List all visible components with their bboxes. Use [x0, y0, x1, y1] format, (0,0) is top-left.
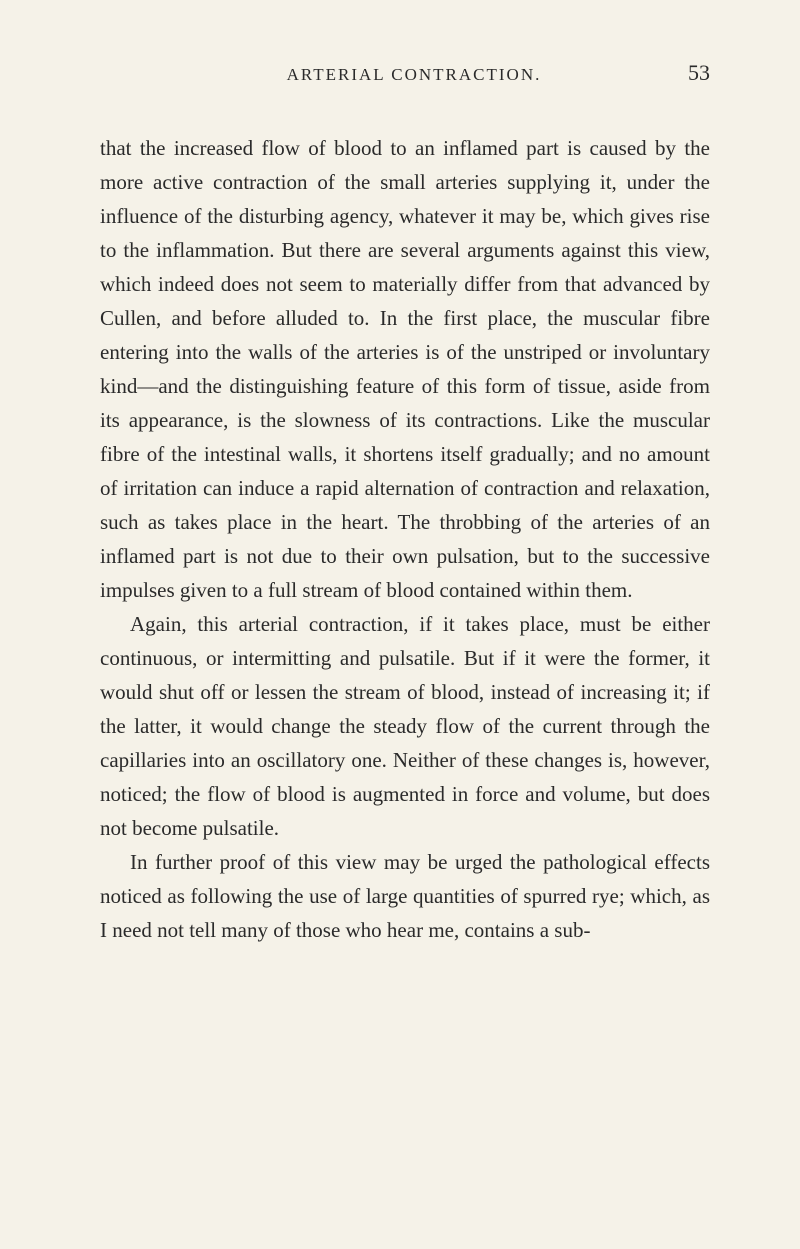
page-header: ARTERIAL CONTRACTION. 53	[100, 60, 710, 86]
paragraph-3: In further proof of this view may be urg…	[100, 845, 710, 947]
body-text: that the increased flow of blood to an i…	[100, 131, 710, 947]
header-title: ARTERIAL CONTRACTION.	[140, 65, 688, 85]
paragraph-2: Again, this arterial contraction, if it …	[100, 607, 710, 845]
page-number: 53	[688, 60, 710, 86]
paragraph-1: that the increased flow of blood to an i…	[100, 131, 710, 607]
